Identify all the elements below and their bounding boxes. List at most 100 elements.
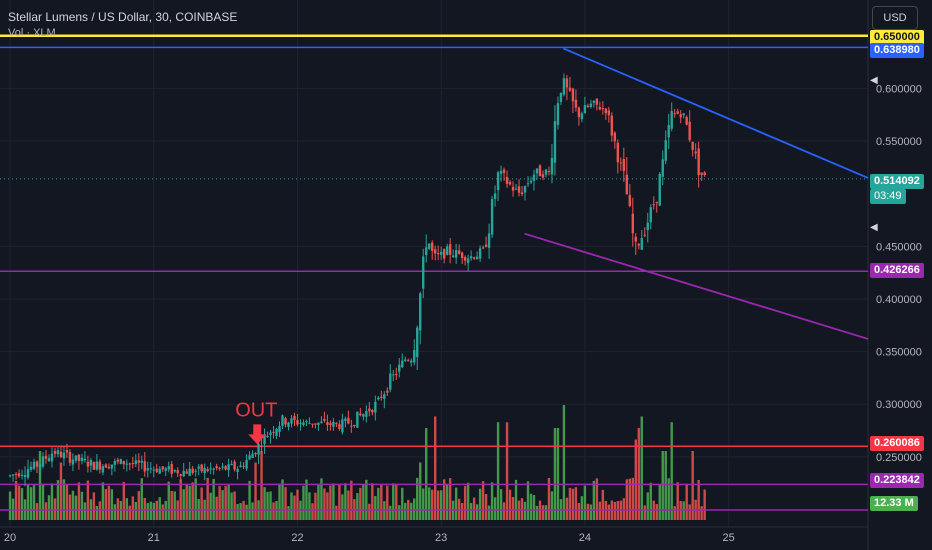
collapse-arrow-icon[interactable]: ◀ [870,222,878,233]
candle-body [140,460,143,463]
candle-body [188,468,191,476]
candle-body [257,443,260,455]
candle-body [595,98,599,105]
volume-bar [344,483,347,520]
volume-bar [454,487,458,520]
volume-bar [77,482,81,520]
volume-bar [526,481,530,520]
candle-body [113,461,117,465]
candle-body [451,255,455,257]
candle-body [77,454,81,461]
candle-body [332,421,335,427]
volume-bar [104,489,108,520]
candle-body [643,234,646,236]
volume-bar [392,483,395,520]
candle-body [508,182,512,185]
volume-bar [529,493,533,520]
candle-body [20,474,24,476]
currency-button[interactable]: USD [872,6,918,30]
volume-bar [209,492,212,520]
volume-bar [413,498,416,520]
candle-body [194,470,197,472]
volume-bar [478,488,482,520]
volume-legend: Vol · XLM [8,27,56,39]
candle-body [107,466,111,469]
volume-bar [481,481,485,520]
volume-bar [547,478,551,520]
volume-bar [161,504,164,520]
volume-bar [401,487,404,520]
candle-body [365,411,368,417]
candle-body [122,461,126,465]
volume-bar [134,502,138,520]
candle-body [478,248,482,259]
candle-body [209,468,212,470]
volume-bar [586,503,590,520]
volume-bar [131,496,135,520]
volume-bar [152,502,155,520]
volume-bar [622,498,626,520]
volume-bar [550,491,554,520]
volume-bar [137,491,140,520]
volume-bar [598,501,602,520]
candle-body [44,455,48,459]
volume-bar [290,492,293,520]
volume-bar [293,495,296,520]
candle-body [233,461,236,470]
volume-bar [697,479,700,520]
volume-bar [556,428,560,520]
volume-bar [302,485,305,520]
candle-body [203,467,206,474]
candle-body [601,108,605,110]
candle-body [383,394,386,399]
candle-body [251,453,254,459]
volume-bar [700,506,703,520]
candle-body [538,165,542,177]
candle-body [71,459,75,465]
candle-body [38,464,42,468]
volume-bar [326,492,329,520]
candle-body [568,87,572,91]
candle-body [457,250,461,254]
volume-bar [332,483,335,520]
candle-body [529,180,533,183]
candle-body [469,256,473,259]
volume-bar [422,488,425,520]
candle-body [86,461,90,467]
volume-bar [215,496,218,520]
y-tick-label: 0.550000 [876,136,922,148]
candle-body [571,88,575,102]
volume-bar [362,483,365,520]
volume-bar [466,482,470,520]
candle-body [98,461,102,470]
candle-body [206,469,209,472]
candle-body [29,466,33,470]
volume-bar [341,494,344,520]
candle-body [344,418,347,422]
candle-body [547,170,551,172]
candle-body [625,174,629,195]
price-tag-yellow-line: 0.650000 [870,30,924,45]
candle-body [11,474,15,476]
volume-bar [571,488,575,520]
candle-body [137,460,140,463]
volume-bar [170,491,173,520]
candle-body [544,169,548,175]
candle-body [128,463,132,465]
candle-body [95,461,99,470]
volume-bar [395,485,398,520]
candle-body [299,422,302,424]
volume-bar [230,492,233,520]
volume-bar [691,451,694,520]
candle-body [146,468,149,471]
volume-bar [685,483,688,520]
candle-body [347,417,350,424]
collapse-arrow-icon[interactable]: ◀ [870,75,878,86]
volume-bar [158,497,161,520]
volume-bar [493,497,497,520]
volume-bar [637,428,640,520]
arrow-down-icon [248,424,267,445]
volume-bar [311,503,314,520]
volume-bar [431,489,434,520]
